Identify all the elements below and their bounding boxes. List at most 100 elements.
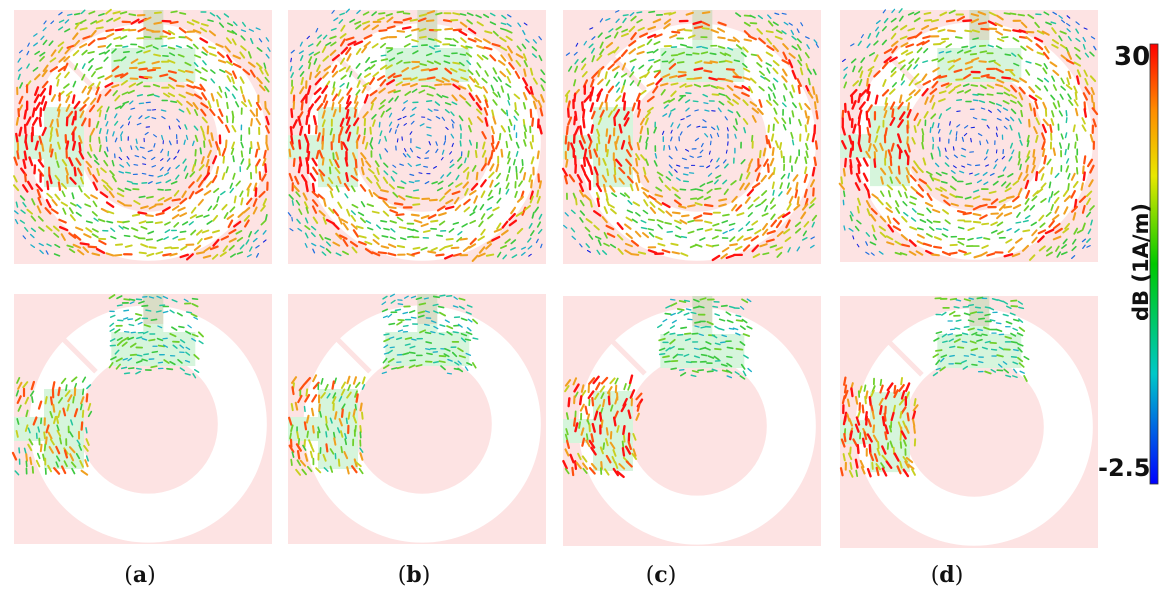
field-arrow — [687, 219, 695, 224]
field-arrow — [178, 108, 185, 113]
field-arrow — [698, 333, 704, 337]
field-arrow — [591, 71, 599, 79]
field-arrow — [411, 88, 418, 93]
field-arrow — [264, 68, 269, 77]
field-arrow — [304, 242, 308, 248]
field-arrow — [444, 319, 450, 323]
field-arrow — [883, 17, 889, 24]
field-arrow — [939, 186, 948, 192]
field-arrow — [736, 235, 744, 242]
field-arrow — [624, 223, 632, 230]
field-arrow — [256, 76, 263, 85]
field-arrow — [371, 24, 380, 31]
field-arrow — [970, 18, 980, 24]
field-arrow — [677, 123, 681, 129]
field-arrow — [964, 204, 974, 208]
field-arrow — [703, 203, 714, 208]
field-arrow — [481, 77, 488, 84]
field-arrow — [720, 341, 726, 344]
field-arrow — [338, 395, 343, 402]
field-arrow — [1015, 237, 1023, 244]
field-arrow — [339, 33, 347, 39]
field-arrow — [655, 77, 663, 86]
field-arrow — [501, 229, 509, 236]
field-arrow — [895, 206, 901, 214]
field-arrow — [703, 69, 713, 73]
field-arrow — [935, 227, 942, 231]
field-arrow — [45, 424, 50, 434]
field-arrow — [593, 166, 599, 177]
field-arrow — [208, 52, 217, 57]
field-arrow — [643, 199, 649, 207]
field-arrow — [510, 206, 517, 215]
field-arrow — [19, 219, 26, 224]
field-arrow — [1024, 198, 1030, 205]
field-arrow — [450, 111, 455, 117]
field-arrow — [1011, 78, 1020, 83]
field-arrow — [396, 244, 406, 249]
field-arrow — [884, 150, 888, 159]
field-arrow — [970, 347, 979, 352]
field-arrow — [949, 193, 958, 199]
field-arrow — [332, 93, 338, 102]
field-arrow — [458, 85, 467, 90]
field-arrow — [966, 163, 972, 166]
field-arrow — [997, 108, 1002, 113]
field-arrow — [466, 304, 473, 308]
field-arrow — [50, 20, 55, 25]
field-arrow — [945, 82, 953, 89]
field-arrow — [87, 82, 95, 89]
field-arrow — [171, 213, 180, 220]
field-arrow — [994, 158, 999, 163]
field-arrow — [155, 211, 165, 216]
field-arrow — [203, 236, 213, 241]
field-arrow — [949, 354, 955, 358]
field-arrow — [924, 96, 929, 105]
field-arrow — [265, 125, 270, 134]
field-arrow — [881, 467, 888, 477]
field-arrow — [885, 201, 892, 209]
field-arrow — [891, 8, 896, 14]
field-arrow — [707, 172, 713, 177]
field-arrow — [1050, 118, 1055, 126]
field-arrow — [450, 67, 458, 73]
field-arrow — [446, 331, 453, 336]
field-arrow — [522, 91, 528, 101]
field-arrow — [902, 439, 907, 447]
field-arrow — [743, 236, 752, 241]
field-arrow — [264, 107, 271, 116]
field-arrow — [324, 383, 329, 391]
field-arrow — [514, 70, 521, 79]
field-arrow — [875, 26, 879, 32]
field-arrow — [891, 108, 895, 118]
field-arrow — [98, 144, 102, 153]
field-arrow — [72, 80, 77, 88]
field-arrow — [573, 51, 578, 56]
field-arrow — [112, 10, 121, 15]
field-arrow — [904, 425, 910, 434]
field-arrow — [590, 446, 597, 456]
field-arrow — [616, 425, 620, 433]
field-arrow — [401, 66, 410, 73]
field-arrow — [977, 133, 983, 137]
field-arrow — [668, 144, 671, 150]
field-arrow — [585, 218, 593, 224]
field-arrow — [607, 85, 615, 94]
field-arrow — [371, 210, 380, 214]
field-arrow — [339, 117, 345, 128]
field-arrow — [396, 51, 404, 55]
field-arrow — [422, 229, 431, 233]
field-arrow — [717, 77, 727, 81]
field-arrow — [341, 403, 346, 410]
field-arrow — [944, 162, 950, 167]
field-arrow — [872, 144, 878, 152]
field-arrow — [760, 174, 767, 183]
field-arrow — [55, 461, 59, 468]
field-arrow — [395, 81, 403, 87]
field-arrow — [73, 100, 81, 110]
field-arrow — [715, 165, 720, 169]
field-arrow — [186, 253, 194, 261]
field-arrow — [983, 181, 989, 186]
field-arrow — [451, 142, 454, 148]
field-arrow — [605, 41, 614, 49]
